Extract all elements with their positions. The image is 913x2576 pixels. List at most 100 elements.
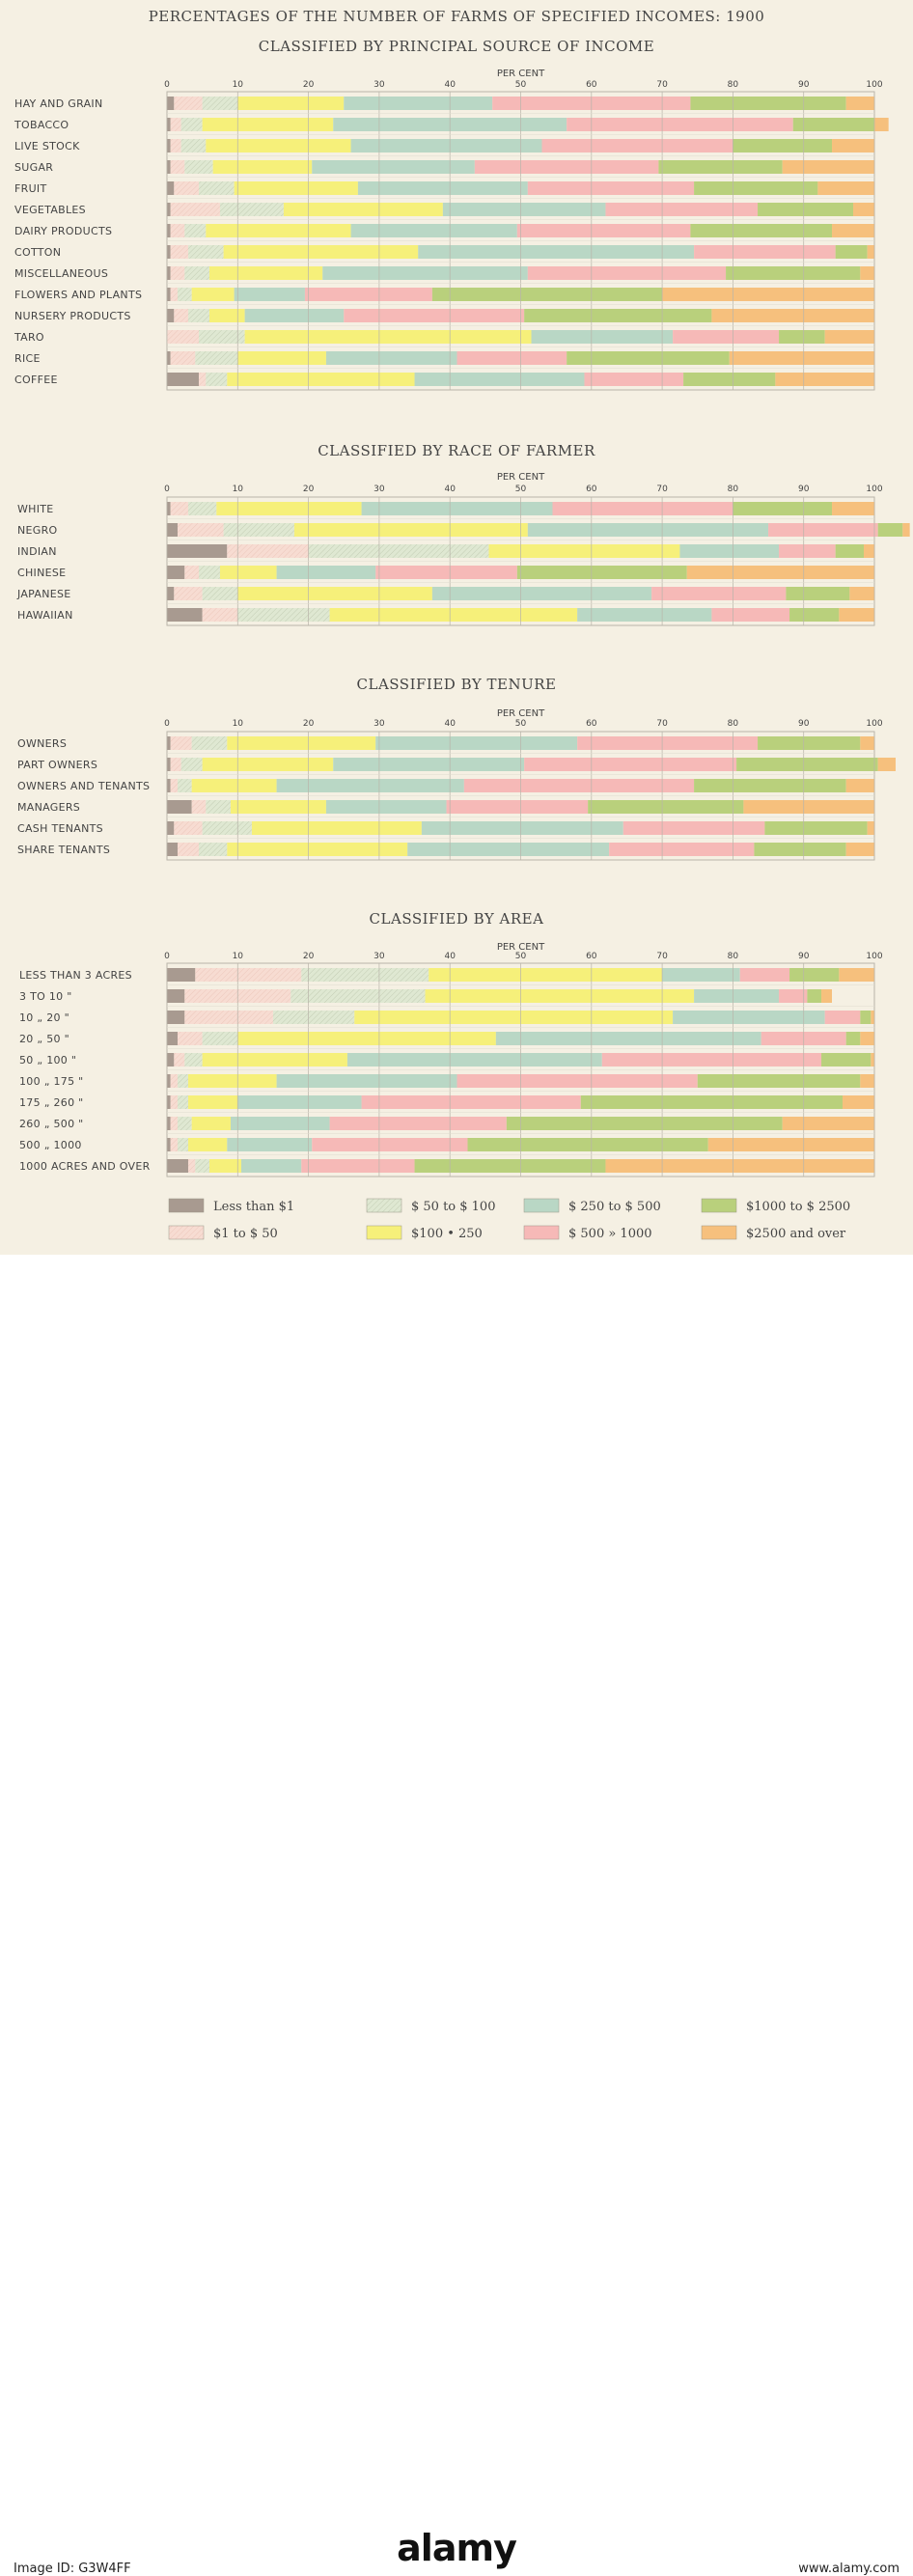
bar-segment <box>187 1095 238 1109</box>
category-label: COFFEE <box>14 374 58 386</box>
bar-segment <box>673 330 780 344</box>
page-title: PERCENTAGES OF THE NUMBER OF FARMS OF SP… <box>149 8 765 25</box>
bar-segment <box>697 1074 861 1088</box>
legend-swatch <box>366 1198 402 1213</box>
tick-label: 10 <box>233 719 244 729</box>
bar-row <box>167 288 874 301</box>
bar-segment <box>167 1074 171 1088</box>
bar-segment <box>191 779 277 792</box>
bar-segment <box>170 288 178 301</box>
image-id-label: Image ID: G3W4FF <box>14 2562 131 2576</box>
bar-segment <box>167 1011 185 1024</box>
tick-label: 10 <box>233 952 244 961</box>
bar-segment <box>407 843 610 856</box>
chart-section-2: CLASSIFIED BY RACE OF FARMER PER CENT WHIT… <box>16 442 910 626</box>
chart-section-1: CLASSIFIED BY PRINCIPAL SOURCE OF INCOME… <box>14 38 889 391</box>
bar-segment <box>860 1032 874 1045</box>
bar-row <box>167 373 874 386</box>
bar-segment <box>301 968 429 982</box>
bar-segment <box>237 587 432 600</box>
tick-label: 80 <box>728 719 739 729</box>
bar-segment <box>240 1159 302 1173</box>
tick-label: 50 <box>515 485 527 494</box>
bar-segment <box>219 203 284 216</box>
bar-segment <box>293 523 528 537</box>
bar-segment <box>726 266 861 280</box>
bar-segment <box>325 800 447 814</box>
tick-label: 100 <box>866 485 882 494</box>
bar-row <box>167 118 889 131</box>
legend-swatch <box>523 1225 560 1240</box>
bar-segment <box>354 1011 674 1024</box>
bar-segment <box>817 181 874 195</box>
legend-item: Less than $1 <box>168 1198 294 1214</box>
bar-segment <box>198 330 245 344</box>
bar-segment <box>202 97 238 110</box>
bar-segment <box>588 800 744 814</box>
bar-segment <box>251 821 422 835</box>
category-label: FRUIT <box>14 182 47 195</box>
category-label: 10 „ 20 " <box>19 1011 69 1024</box>
bar-segment <box>223 523 294 537</box>
tick-label: 60 <box>586 952 597 961</box>
bar-row <box>167 1159 874 1173</box>
bar-segment <box>779 989 808 1003</box>
bar-segment <box>170 1074 178 1088</box>
bar-row <box>167 139 874 152</box>
bar-segment <box>167 758 171 771</box>
bar-segment <box>662 968 740 982</box>
bar-segment <box>312 160 475 174</box>
bar-row <box>167 1095 874 1109</box>
category-label: PART OWNERS <box>17 759 97 771</box>
bar-segment <box>679 544 780 558</box>
section-title: CLASSIFIED BY RACE OF FARMER <box>318 442 595 459</box>
bar-segment <box>329 1117 507 1130</box>
tick-label: 30 <box>374 952 385 961</box>
bar-segment <box>824 1011 861 1024</box>
bar-segment <box>431 288 663 301</box>
bar-segment <box>167 566 185 579</box>
bar-segment <box>567 351 730 365</box>
bar-segment <box>495 1032 761 1045</box>
bar-segment <box>577 736 759 750</box>
bar-segment <box>167 1053 175 1066</box>
bar-segment <box>170 779 178 792</box>
bar-segment <box>223 245 419 259</box>
bar-row <box>167 1117 874 1130</box>
bar-segment <box>174 181 199 195</box>
footer-band: alamy Image ID: G3W4FF www.alamy.com <box>0 1255 913 2576</box>
bar-segment <box>301 1159 415 1173</box>
tick-label: 80 <box>728 80 739 90</box>
bar-segment <box>733 502 833 515</box>
bar-segment <box>662 288 874 301</box>
bar-segment <box>821 1053 872 1066</box>
tick-label: 70 <box>656 719 668 729</box>
bar-segment <box>202 1053 347 1066</box>
bar-segment <box>418 245 695 259</box>
tick-label: 60 <box>586 485 597 494</box>
bar-row <box>167 736 874 750</box>
bar-segment <box>849 587 875 600</box>
bar-segment <box>234 288 305 301</box>
bar-segment <box>170 502 188 515</box>
tick-label: 20 <box>303 952 315 961</box>
category-label: 260 „ 500 " <box>19 1118 84 1130</box>
bar-row <box>167 800 874 814</box>
bar-segment <box>170 736 192 750</box>
bar-segment <box>174 97 203 110</box>
bar-segment <box>167 843 178 856</box>
bar-segment <box>867 245 874 259</box>
bar-segment <box>170 245 188 259</box>
domain-label: www.alamy.com <box>798 2562 899 2576</box>
bar-segment <box>516 566 687 579</box>
bar-segment <box>832 224 874 237</box>
bar-segment <box>187 1074 277 1088</box>
bar-segment <box>178 1074 188 1088</box>
tick-label: 20 <box>303 485 315 494</box>
bar-segment <box>290 989 426 1003</box>
bar-segment <box>782 160 874 174</box>
bar-row <box>167 989 833 1003</box>
bar-segment <box>754 843 846 856</box>
bar-row <box>167 266 874 280</box>
bar-segment <box>167 779 171 792</box>
